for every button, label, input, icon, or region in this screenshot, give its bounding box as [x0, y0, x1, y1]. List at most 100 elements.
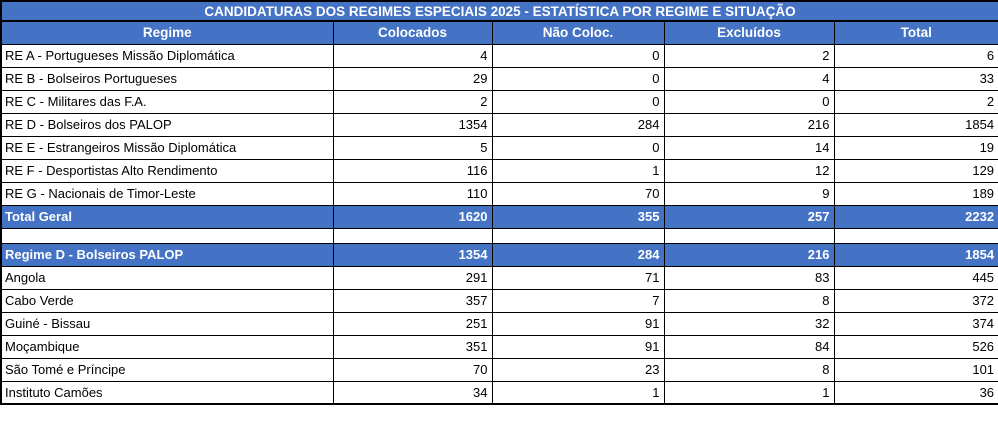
value-cell: 36: [833, 380, 998, 405]
value-cell: 8: [663, 357, 835, 382]
value-cell: 91: [491, 311, 665, 336]
regime-label-cell: RE E - Estrangeiros Missão Diplomática: [0, 135, 334, 160]
value-cell: 101: [833, 357, 998, 382]
page-title: CANDIDATURAS DOS REGIMES ESPECIAIS 2025 …: [0, 0, 998, 22]
value-cell: 216: [663, 112, 835, 137]
regime-label-cell: [0, 227, 334, 244]
value-cell: 5: [332, 135, 493, 160]
table-row: Cabo Verde 357 7 8 372: [0, 288, 998, 313]
value-cell: 70: [332, 357, 493, 382]
value-cell: 1354: [332, 242, 493, 267]
value-cell: 29: [332, 66, 493, 91]
value-cell: 9: [663, 181, 835, 206]
value-cell: 129: [833, 158, 998, 183]
table-row: RE A - Portugueses Missão Diplomática 4 0 2…: [0, 43, 998, 68]
value-cell: 351: [332, 334, 493, 359]
value-cell: 23: [491, 357, 665, 382]
value-cell: 526: [833, 334, 998, 359]
value-cell: 0: [491, 89, 665, 114]
value-cell: 2232: [833, 204, 998, 229]
regime-label-cell: RE G - Nacionais de Timor-Leste: [0, 181, 334, 206]
value-cell: 355: [491, 204, 665, 229]
value-cell: 91: [491, 334, 665, 359]
value-cell: 110: [332, 181, 493, 206]
value-cell: 284: [491, 112, 665, 137]
value-cell: 33: [833, 66, 998, 91]
regime-label-cell: RE A - Portugueses Missão Diplomática: [0, 43, 334, 68]
value-cell: 2: [663, 43, 835, 68]
value-cell: 8: [663, 288, 835, 313]
value-cell: 71: [491, 265, 665, 290]
table-row: Angola 291 71 83 445: [0, 265, 998, 290]
value-cell: 0: [491, 66, 665, 91]
value-cell: 4: [332, 43, 493, 68]
value-cell: 14: [663, 135, 835, 160]
column-header-row: Regime Colocados Não Coloc. Excluídos To…: [0, 20, 998, 45]
regime-label-cell: RE B - Bolseiros Portugueses: [0, 66, 334, 91]
regime-label-cell: Regime D - Bolseiros PALOP: [0, 242, 334, 267]
table-row: RE E - Estrangeiros Missão Diplomática 5 0…: [0, 135, 998, 160]
value-cell: 116: [332, 158, 493, 183]
regime-label-cell: Cabo Verde: [0, 288, 334, 313]
table-row: RE F - Desportistas Alto Rendimento 116 1 1…: [0, 158, 998, 183]
value-cell: [491, 227, 665, 244]
value-cell: 374: [833, 311, 998, 336]
value-cell: 357: [332, 288, 493, 313]
table-row: São Tomé e Príncipe 70 23 8 101: [0, 357, 998, 382]
regime-label-cell: Angola: [0, 265, 334, 290]
value-cell: 4: [663, 66, 835, 91]
summary-row: Total Geral 1620 355 257 2232: [0, 204, 998, 229]
table-row: RE B - Bolseiros Portugueses 29 0 4 33: [0, 66, 998, 91]
value-cell: 1: [663, 380, 835, 405]
value-cell: 7: [491, 288, 665, 313]
value-cell: 284: [491, 242, 665, 267]
value-cell: 1854: [833, 112, 998, 137]
regime-label-cell: RE D - Bolseiros dos PALOP: [0, 112, 334, 137]
value-cell: 445: [833, 265, 998, 290]
value-cell: 32: [663, 311, 835, 336]
table-row: Guiné - Bissau 251 91 32 374: [0, 311, 998, 336]
value-cell: 34: [332, 380, 493, 405]
value-cell: 19: [833, 135, 998, 160]
table-body: RE A - Portugueses Missão Diplomática 4 0 2…: [0, 43, 998, 405]
regime-label-cell: Instituto Camões: [0, 380, 334, 405]
value-cell: 83: [663, 265, 835, 290]
value-cell: 6: [833, 43, 998, 68]
regime-label-cell: RE F - Desportistas Alto Rendimento: [0, 158, 334, 183]
value-cell: [663, 227, 835, 244]
value-cell: 0: [491, 43, 665, 68]
value-cell: [332, 227, 493, 244]
value-cell: 1: [491, 158, 665, 183]
column-header-excluidos: Excluídos: [663, 20, 835, 45]
column-header-nao-coloc: Não Coloc.: [491, 20, 665, 45]
value-cell: 1: [491, 380, 665, 405]
value-cell: [833, 227, 998, 244]
regime-label-cell: Total Geral: [0, 204, 334, 229]
value-cell: 84: [663, 334, 835, 359]
summary-row: Regime D - Bolseiros PALOP 1354 284 216 1854: [0, 242, 998, 267]
regime-label-cell: Moçambique: [0, 334, 334, 359]
value-cell: 1354: [332, 112, 493, 137]
table-row: Instituto Camões 34 1 1 36: [0, 380, 998, 405]
value-cell: 2: [332, 89, 493, 114]
column-header-colocados: Colocados: [332, 20, 493, 45]
value-cell: 1854: [833, 242, 998, 267]
value-cell: 2: [833, 89, 998, 114]
table-row: RE C - Militares das F.A. 2 0 0 2: [0, 89, 998, 114]
table-row: Moçambique 351 91 84 526: [0, 334, 998, 359]
value-cell: 0: [663, 89, 835, 114]
regime-label-cell: Guiné - Bissau: [0, 311, 334, 336]
value-cell: 1620: [332, 204, 493, 229]
value-cell: 189: [833, 181, 998, 206]
value-cell: 70: [491, 181, 665, 206]
value-cell: 216: [663, 242, 835, 267]
value-cell: 372: [833, 288, 998, 313]
column-header-regime: Regime: [0, 20, 334, 45]
regime-label-cell: São Tomé e Príncipe: [0, 357, 334, 382]
value-cell: 251: [332, 311, 493, 336]
statistics-table: CANDIDATURAS DOS REGIMES ESPECIAIS 2025 …: [0, 0, 998, 405]
value-cell: 291: [332, 265, 493, 290]
column-header-total: Total: [833, 20, 998, 45]
regime-label-cell: RE C - Militares das F.A.: [0, 89, 334, 114]
table-row: RE G - Nacionais de Timor-Leste 110 70 9 189: [0, 181, 998, 206]
